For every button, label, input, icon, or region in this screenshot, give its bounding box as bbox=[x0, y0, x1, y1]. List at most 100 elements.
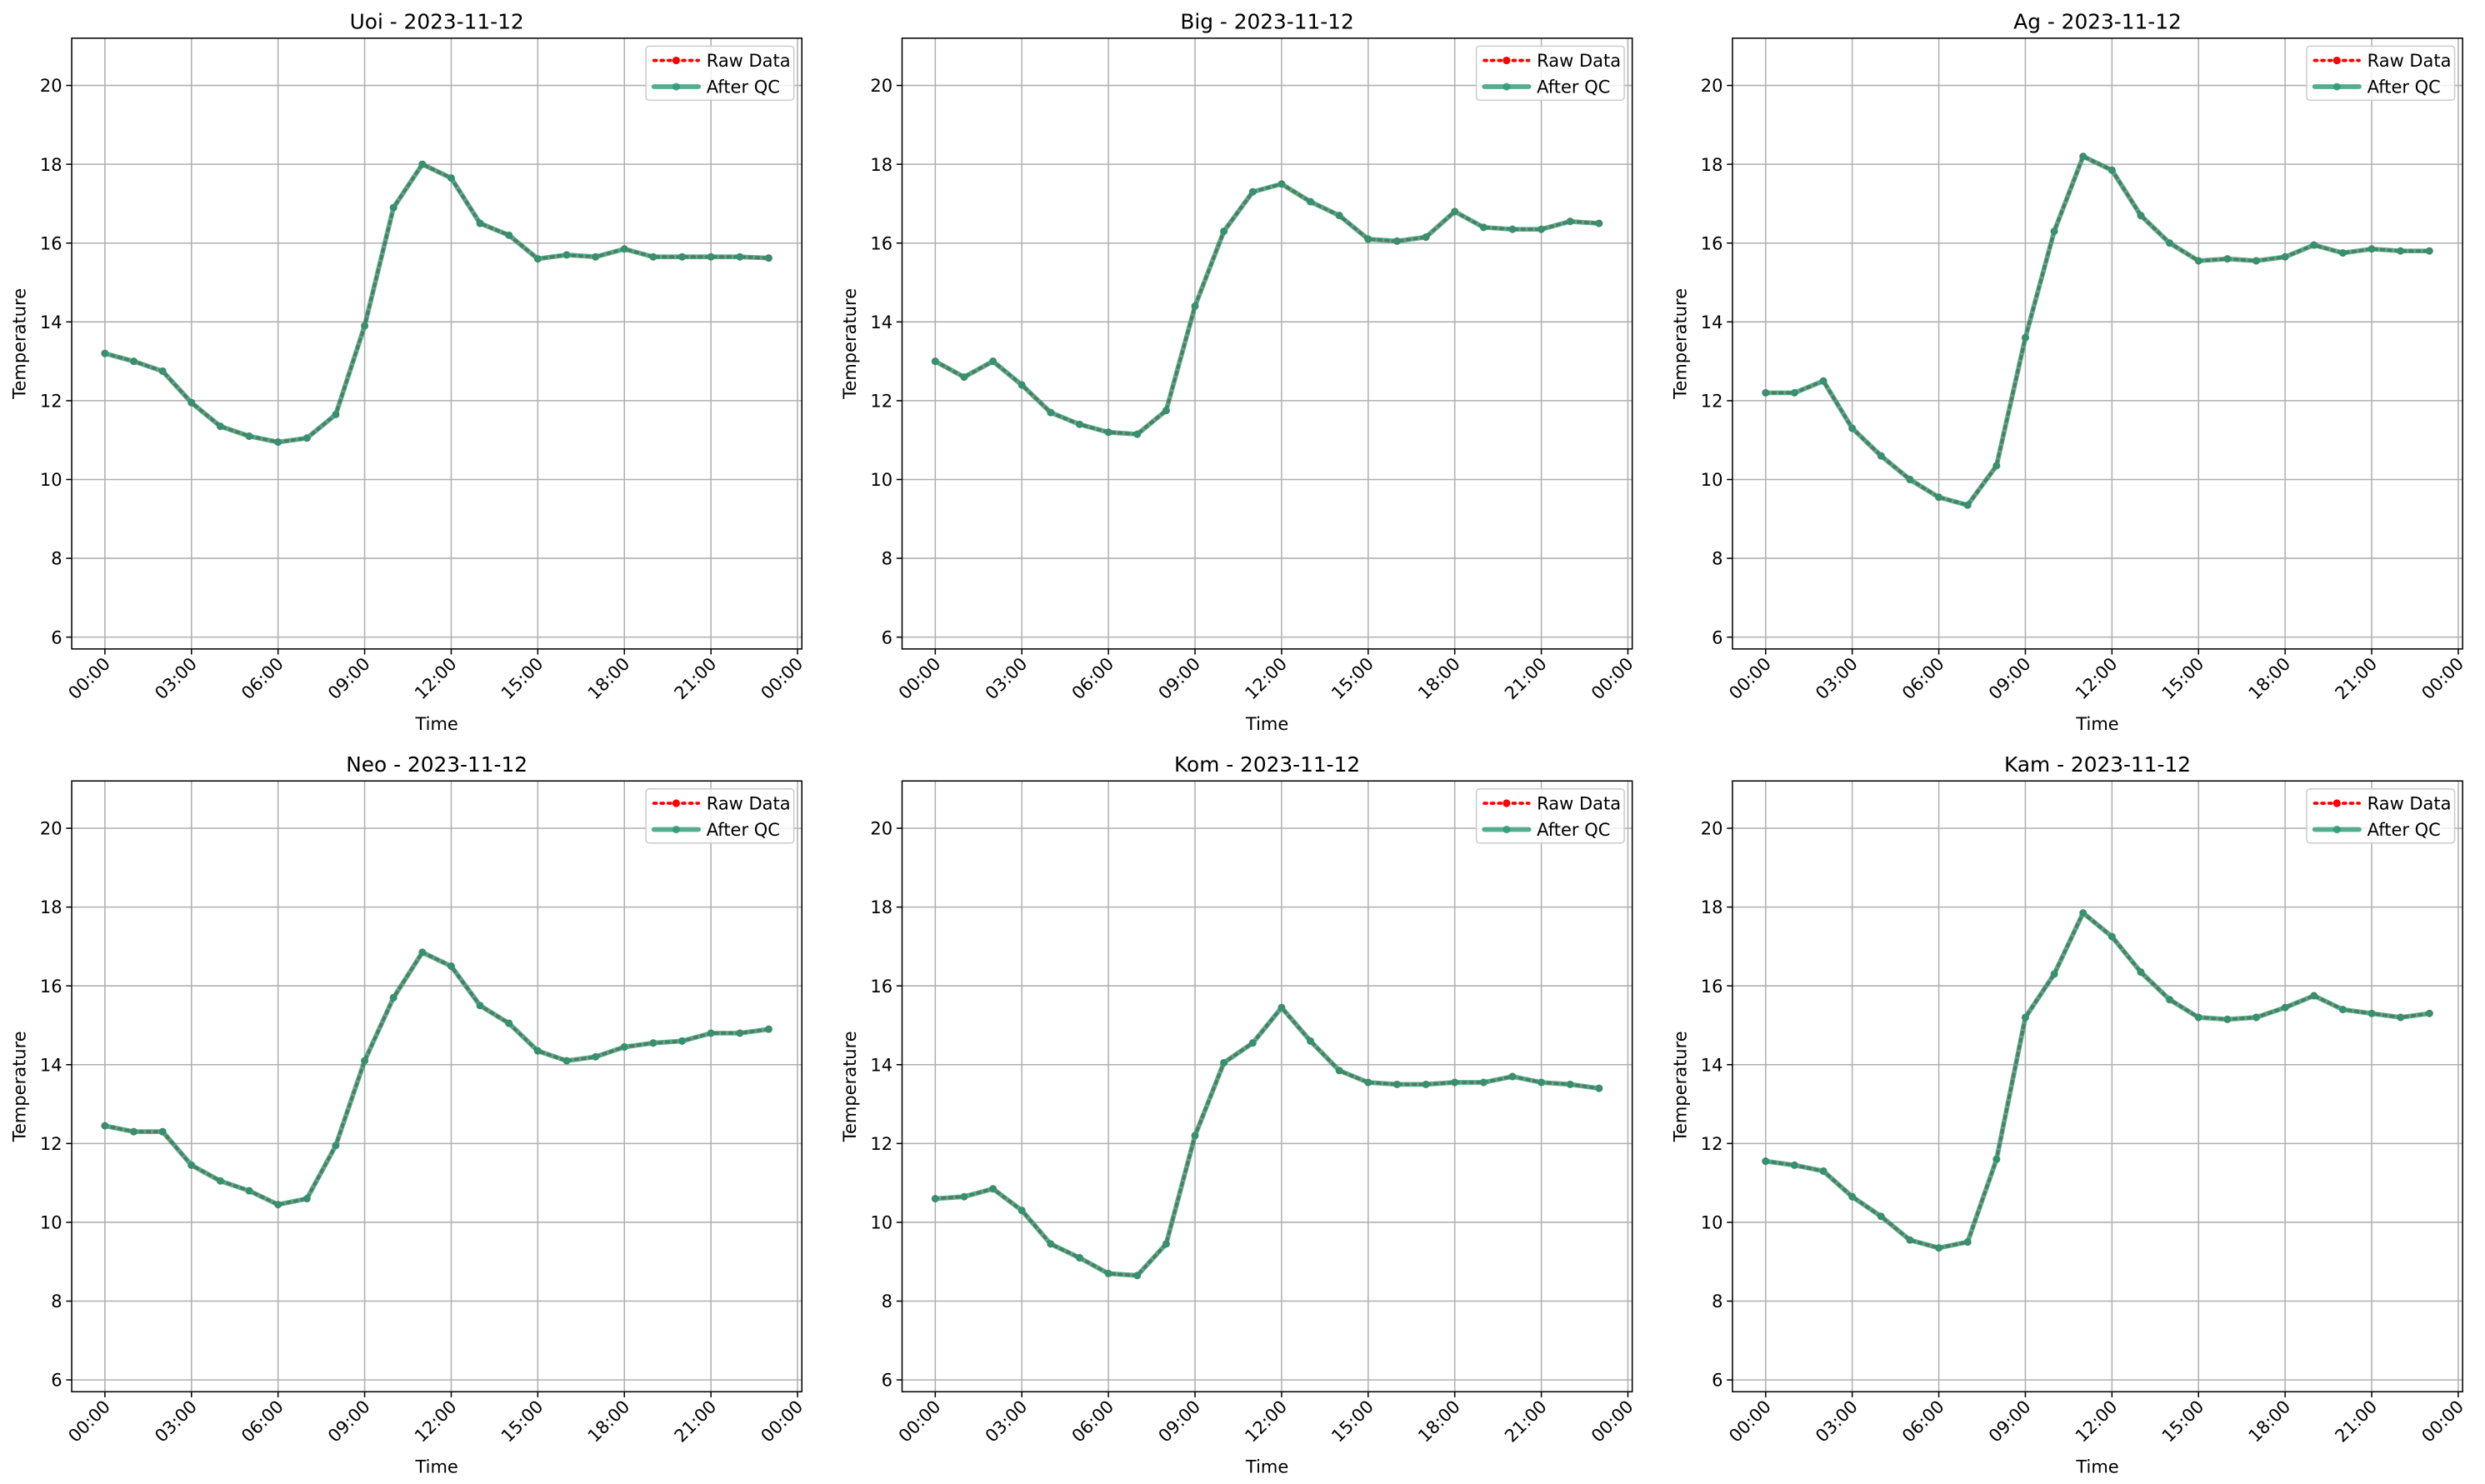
y-tick-label: 10 bbox=[870, 470, 892, 490]
data-point bbox=[2166, 239, 2174, 247]
subplot: 6 8 10 12 14 16 18 20 00:00 03:00 06:00 09:00 12:00 1… bbox=[840, 752, 1638, 1477]
data-point bbox=[1422, 233, 1430, 242]
legend-label: Raw Data bbox=[707, 794, 791, 814]
data-point bbox=[216, 1177, 224, 1185]
data-point bbox=[2079, 909, 2088, 917]
x-tick-label: 09:00 bbox=[1985, 653, 2035, 703]
legend: Raw Data After QC bbox=[645, 45, 795, 102]
y-tick-label: 16 bbox=[1701, 233, 1723, 253]
series-line bbox=[932, 1003, 1602, 1278]
x-tick-label: 18:00 bbox=[2245, 653, 2295, 703]
data-point bbox=[2223, 255, 2232, 263]
data-point bbox=[2397, 1013, 2405, 1022]
x-tick-label: 00:00 bbox=[1588, 1397, 1638, 1447]
y-tick-label: 14 bbox=[870, 312, 892, 332]
y-tick-label: 8 bbox=[1712, 549, 1722, 569]
data-point bbox=[332, 410, 340, 419]
data-point bbox=[562, 251, 571, 259]
y-tick-label: 6 bbox=[1712, 627, 1722, 647]
data-point bbox=[1877, 1212, 1885, 1221]
legend-marker bbox=[1502, 82, 1511, 91]
data-point bbox=[592, 1052, 600, 1061]
data-point bbox=[1934, 1244, 1943, 1252]
data-point bbox=[1220, 1058, 1228, 1067]
data-point bbox=[1392, 1080, 1402, 1088]
y-tick-label: 10 bbox=[1701, 470, 1723, 490]
x-tick-label: 09:00 bbox=[324, 1397, 374, 1447]
data-point bbox=[1479, 1078, 1488, 1087]
data-point bbox=[101, 1122, 109, 1130]
y-tick-label: 8 bbox=[882, 549, 892, 569]
data-point bbox=[1162, 1240, 1170, 1248]
data-point bbox=[1451, 1078, 1459, 1087]
y-tick-label: 10 bbox=[40, 470, 62, 490]
legend-label: Raw Data bbox=[2368, 51, 2452, 71]
data-point bbox=[1104, 428, 1112, 437]
data-point bbox=[2310, 992, 2318, 1000]
data-point bbox=[1508, 1072, 1517, 1081]
data-point bbox=[2397, 247, 2405, 255]
x-tick-label: 06:00 bbox=[1068, 653, 1118, 703]
y-tick-label: 6 bbox=[51, 627, 62, 647]
y-tick-label: 16 bbox=[870, 977, 892, 997]
data-point bbox=[1278, 1003, 1286, 1012]
chart-title: Kam - 2023-11-12 bbox=[2004, 752, 2191, 777]
data-point bbox=[989, 357, 998, 366]
data-point bbox=[302, 1194, 311, 1203]
y-tick-label: 20 bbox=[870, 76, 892, 96]
x-tick-label: 15:00 bbox=[2158, 653, 2208, 703]
data-point bbox=[1191, 1132, 1199, 1140]
data-point bbox=[2425, 247, 2433, 255]
x-axis-label: Time bbox=[414, 714, 458, 734]
data-point bbox=[332, 1142, 340, 1150]
x-tick-label: 21:00 bbox=[671, 653, 721, 703]
axes-frame bbox=[901, 37, 1633, 650]
data-point bbox=[1848, 1192, 1857, 1201]
data-point bbox=[2137, 212, 2145, 220]
data-point bbox=[1306, 1037, 1315, 1045]
data-point bbox=[2252, 1013, 2261, 1022]
data-point bbox=[1790, 1161, 1798, 1169]
legend: Raw Data After QC bbox=[1475, 788, 1625, 844]
data-point bbox=[1992, 1155, 2001, 1163]
data-point bbox=[302, 434, 311, 442]
y-tick-label: 8 bbox=[51, 1292, 62, 1312]
x-tick-label: 12:00 bbox=[411, 653, 461, 703]
data-point bbox=[2194, 1013, 2202, 1022]
series-line bbox=[1762, 909, 2432, 1251]
x-axis-label: Time bbox=[1245, 1457, 1288, 1477]
data-point bbox=[188, 1161, 196, 1169]
legend-label: Raw Data bbox=[2368, 794, 2452, 814]
data-point bbox=[1335, 1067, 1343, 1075]
data-point bbox=[1538, 1078, 1546, 1087]
x-tick-label: 09:00 bbox=[1154, 653, 1204, 703]
x-tick-label: 00:00 bbox=[895, 653, 945, 703]
data-point bbox=[736, 1029, 744, 1037]
data-point bbox=[389, 203, 398, 212]
series-line bbox=[102, 949, 772, 1207]
data-point bbox=[1479, 223, 1488, 232]
legend-label: After QC bbox=[1537, 820, 1610, 840]
data-point bbox=[188, 398, 196, 407]
data-point bbox=[1848, 424, 1857, 432]
legend-marker bbox=[2332, 56, 2341, 65]
legend: Raw Data After QC bbox=[2306, 788, 2456, 844]
data-point bbox=[592, 252, 600, 261]
x-tick-label: 09:00 bbox=[1154, 1397, 1204, 1447]
data-point bbox=[1104, 1269, 1112, 1277]
data-point bbox=[158, 367, 167, 376]
x-tick-label: 15:00 bbox=[2158, 1397, 2208, 1447]
data-point bbox=[1819, 1167, 1828, 1176]
subplot: 6 8 10 12 14 16 18 20 00:00 03:00 06:00 09:00 12:00 1… bbox=[1671, 752, 2468, 1477]
data-point bbox=[1191, 302, 1199, 310]
data-point bbox=[129, 1127, 138, 1136]
series-line bbox=[102, 161, 772, 445]
data-point bbox=[1278, 180, 1286, 188]
data-point bbox=[1992, 462, 2001, 470]
y-tick-label: 12 bbox=[870, 392, 892, 412]
data-point bbox=[2223, 1015, 2232, 1023]
y-tick-label: 12 bbox=[1701, 1134, 1723, 1154]
data-point bbox=[2368, 1009, 2376, 1017]
y-tick-label: 18 bbox=[870, 155, 892, 175]
data-point bbox=[707, 1029, 715, 1037]
